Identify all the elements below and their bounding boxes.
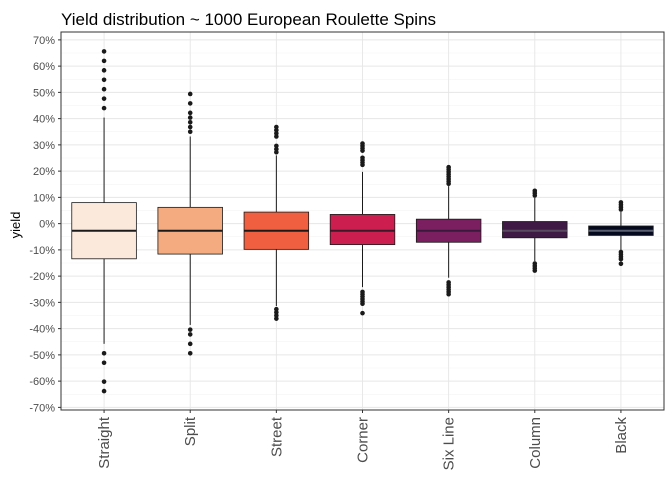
plot-layer: -70% -60% -50% -40% -30% -20% -10% 0% 10% 20% 30% 4… — [29, 31, 665, 470]
outlier-point — [101, 86, 107, 92]
outlier-point — [101, 49, 107, 54]
x-tick-label: Black — [613, 417, 630, 454]
outlier-point — [101, 105, 107, 111]
outlier-point — [360, 148, 365, 153]
outlier-point — [101, 379, 107, 384]
box-corner — [329, 214, 396, 246]
outlier-point — [101, 96, 107, 101]
outlier-point — [274, 143, 279, 149]
x-tick-label: Split — [182, 416, 199, 446]
outlier-point — [274, 127, 279, 133]
y-tick-label: 40% — [33, 114, 55, 126]
box-column — [502, 221, 568, 239]
outlier-point — [187, 124, 193, 130]
y-axis-label: yield — [8, 212, 23, 239]
outlier-point — [360, 162, 365, 168]
outlier-point — [101, 77, 107, 83]
outlier-point — [274, 131, 279, 136]
outlier-point — [274, 310, 279, 315]
x-tick-label: Column — [527, 417, 544, 469]
y-tick-label: 60% — [33, 61, 55, 73]
y-tick-label: -60% — [29, 376, 55, 388]
outlier-point — [101, 351, 107, 356]
y-tick-label: -10% — [29, 245, 55, 257]
chart-title: Yield distribution ~ 1000 European Roule… — [61, 10, 436, 29]
outlier-point — [618, 261, 624, 267]
outlier-point — [360, 301, 365, 306]
outlier-point — [532, 193, 538, 198]
outlier-point — [101, 360, 107, 366]
outlier-point — [187, 327, 193, 332]
outlier-point — [274, 316, 279, 321]
outlier-point — [274, 134, 279, 139]
y-tick-label: -30% — [29, 297, 55, 309]
y-tick-label: -40% — [29, 324, 55, 336]
y-tick-label: 30% — [33, 140, 55, 152]
y-tick-label: -50% — [29, 350, 55, 362]
outlier-point — [446, 181, 451, 187]
y-tick-label: 50% — [33, 87, 55, 99]
outlier-point — [187, 91, 193, 97]
outlier-point — [187, 351, 193, 356]
y-tick-label: 20% — [33, 166, 55, 178]
outlier-point — [187, 110, 193, 116]
outlier-point — [187, 101, 193, 106]
outlier-point — [187, 120, 193, 125]
outlier-point — [446, 291, 451, 297]
y-tick-label: 0% — [39, 219, 55, 231]
y-tick-label: -20% — [29, 271, 55, 283]
outlier-point — [274, 306, 279, 312]
x-tick-label: Corner — [355, 417, 372, 463]
outlier-point — [187, 341, 193, 347]
outlier-point — [274, 313, 279, 318]
outlier-point — [187, 332, 193, 337]
y-tick-label: 10% — [33, 192, 55, 204]
x-tick-label: Street — [268, 416, 285, 457]
outlier-point — [274, 124, 279, 130]
outlier-point — [618, 256, 624, 262]
outlier-point — [360, 310, 365, 316]
outlier-point — [187, 115, 193, 120]
outlier-point — [274, 146, 279, 152]
outlier-point — [532, 268, 538, 273]
outlier-point — [101, 58, 107, 64]
outlier-point — [101, 68, 107, 73]
y-tick-label: -70% — [29, 402, 55, 414]
x-tick-label: Six Line — [441, 417, 458, 470]
outlier-point — [274, 149, 279, 155]
outlier-point — [101, 388, 107, 394]
y-tick-label: 70% — [33, 35, 55, 47]
x-tick-label: Straight — [96, 416, 113, 469]
outlier-point — [187, 129, 193, 135]
outlier-point — [618, 207, 624, 212]
